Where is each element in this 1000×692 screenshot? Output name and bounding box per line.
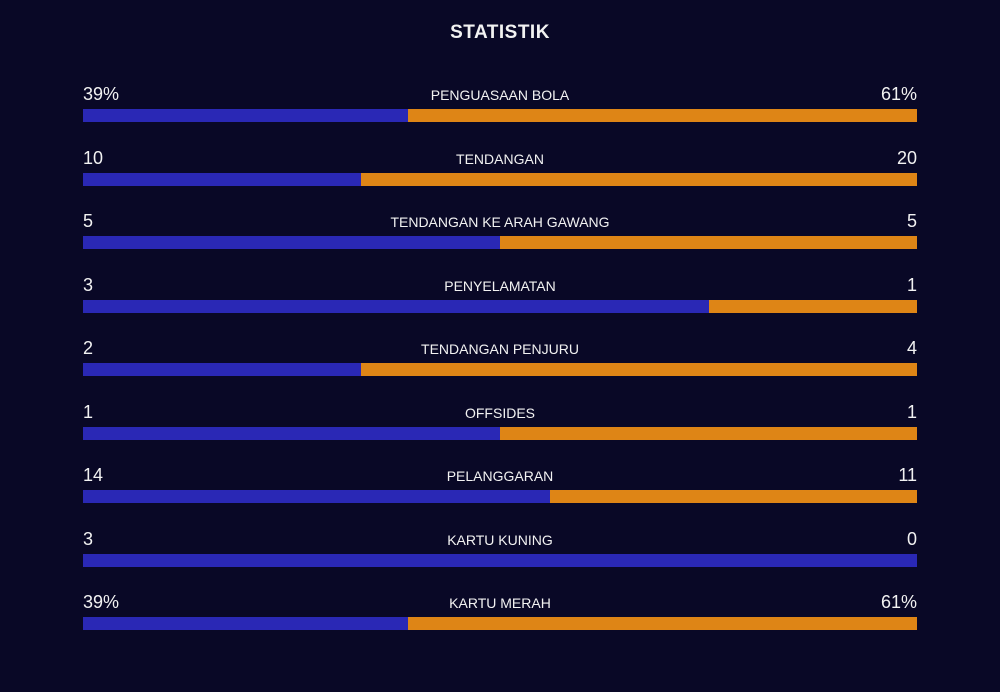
away-bar	[550, 490, 917, 503]
stat-label: PELANGGARAN	[446, 468, 554, 484]
title: STATISTIK	[450, 22, 550, 43]
stat-row: 10 TENDANGAN 20	[83, 147, 917, 207]
away-bar	[500, 426, 917, 440]
stat-label: TENDANGAN KE ARAH GAWANG	[390, 214, 610, 230]
stat-label: OFFSIDES	[464, 404, 535, 421]
away-value: 1	[906, 274, 917, 295]
home-value: 3	[83, 274, 94, 295]
home-value: 1	[83, 401, 94, 422]
home-bar	[83, 490, 551, 503]
stat-row: 1 OFFSIDES 1	[83, 401, 917, 461]
home-value: 3	[83, 528, 94, 549]
stat-row: 5 TENDANGAN KE ARAH GAWANG 5	[83, 210, 917, 270]
stat-label: KARTU KUNING	[447, 531, 553, 548]
away-bar	[408, 109, 917, 122]
away-value: 5	[906, 211, 917, 231]
away-bar	[408, 617, 917, 630]
home-bar	[83, 236, 500, 249]
stat-label: PENGUASAAN BOLA	[430, 87, 570, 103]
home-value: 39%	[83, 592, 120, 612]
away-value: 11	[898, 465, 917, 485]
away-value: 0	[906, 528, 917, 549]
home-bar	[83, 109, 409, 122]
stat-label: PENYELAMATAN	[444, 277, 556, 294]
stat-row: 39% KARTU MERAH 61%	[83, 591, 917, 651]
stat-row: 14 PELANGGARAN 11	[83, 464, 917, 524]
home-bar	[83, 363, 361, 376]
home-bar	[83, 617, 409, 630]
home-bar	[83, 553, 917, 567]
home-value: 39%	[83, 84, 120, 104]
away-bar	[361, 363, 917, 376]
away-value: 61%	[880, 84, 917, 104]
away-bar	[708, 299, 917, 313]
away-bar	[500, 236, 917, 249]
home-bar	[83, 172, 361, 186]
stat-label: TENDANGAN	[456, 150, 544, 167]
away-value: 61%	[880, 592, 917, 612]
away-value: 4	[906, 338, 917, 358]
home-value: 14	[83, 465, 104, 485]
stat-label: TENDANGAN PENJURU	[421, 341, 579, 357]
home-bar	[83, 426, 500, 440]
stat-row: 39% PENGUASAAN BOLA 61%	[83, 83, 917, 143]
away-bar	[361, 172, 917, 186]
home-bar	[83, 299, 709, 313]
home-value: 10	[83, 147, 104, 168]
away-value: 1	[906, 401, 917, 422]
stat-row: 3 KARTU KUNING 0	[83, 528, 917, 588]
home-value: 5	[83, 211, 94, 231]
stat-row: 3 PENYELAMATAN 1	[83, 274, 917, 334]
away-value: 20	[896, 147, 917, 168]
home-value: 2	[83, 338, 94, 358]
stat-row: 2 TENDANGAN PENJURU 4	[83, 337, 917, 397]
stat-label: KARTU MERAH	[449, 595, 551, 611]
